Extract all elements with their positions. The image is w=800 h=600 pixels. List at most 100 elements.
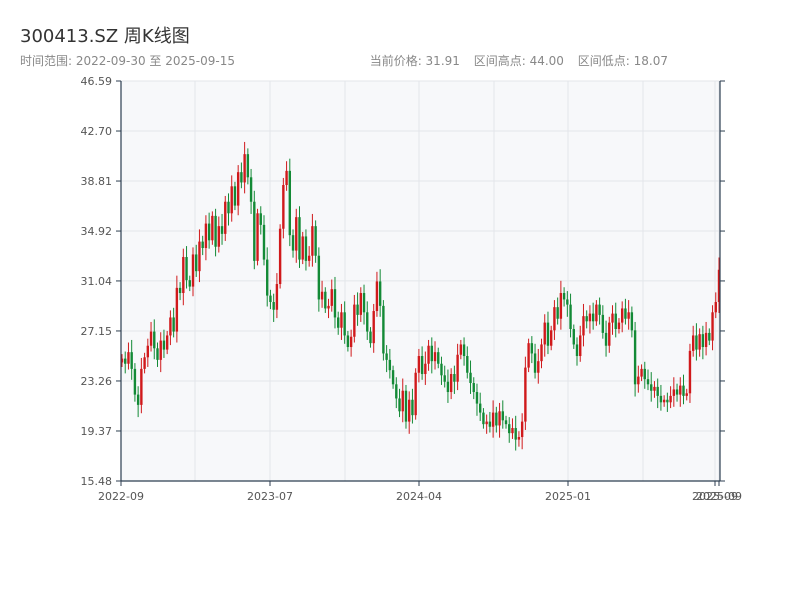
- candle-body: [291, 235, 295, 251]
- candle-body: [230, 186, 233, 214]
- date-range-label: 时间范围: 2022-09-30 至 2025-09-15: [20, 54, 235, 68]
- candle-body: [340, 312, 343, 328]
- candle-body: [453, 374, 456, 382]
- y-tick-label: 31.04: [81, 275, 113, 288]
- candle-body: [562, 293, 566, 300]
- candle-body: [598, 304, 601, 315]
- candle-body: [214, 215, 217, 247]
- candle-body: [559, 293, 563, 319]
- y-tick-label: 27.15: [81, 325, 113, 338]
- y-tick-label: 38.81: [81, 175, 113, 188]
- candle-body: [698, 334, 701, 350]
- candle-body: [527, 343, 530, 368]
- grid-lines: [120, 80, 720, 482]
- candle-body: [349, 336, 353, 348]
- candles: [120, 141, 721, 451]
- candle-body: [398, 398, 401, 412]
- candle-body: [520, 421, 524, 438]
- candle-body: [317, 255, 321, 300]
- candle-body: [233, 186, 237, 206]
- y-tick-label: 46.59: [81, 75, 113, 88]
- candle-body: [262, 224, 266, 260]
- candle-body: [256, 213, 259, 261]
- candle-body: [175, 287, 179, 332]
- candle-body: [640, 368, 643, 377]
- candle-body: [191, 254, 195, 287]
- candle-body: [201, 241, 204, 249]
- candle-body: [324, 291, 327, 309]
- candle-body: [207, 223, 211, 241]
- candle-body: [569, 304, 572, 330]
- candle-body: [608, 322, 611, 346]
- candle-body: [153, 331, 156, 349]
- candle-body: [508, 424, 511, 434]
- candle-body: [695, 335, 698, 350]
- candle-body: [346, 335, 350, 348]
- candle-body: [140, 368, 143, 405]
- candle-body: [624, 308, 627, 319]
- candle-body: [204, 223, 208, 249]
- x-tick-label: 2025-01: [545, 490, 591, 503]
- candle-body: [266, 259, 269, 296]
- y-tick-label: 15.48: [81, 475, 113, 488]
- candle-body: [553, 307, 556, 331]
- candle-body: [679, 385, 682, 395]
- candle-body: [143, 357, 146, 369]
- candle-body: [417, 356, 421, 373]
- candle-body: [146, 345, 150, 358]
- candle-body: [198, 241, 201, 272]
- candle-body: [385, 353, 388, 360]
- candle-body: [630, 312, 634, 331]
- candle-body: [420, 356, 424, 375]
- candle-body: [217, 226, 221, 247]
- candle-body: [246, 154, 250, 178]
- candle-body: [127, 352, 130, 364]
- candle-body: [653, 386, 656, 391]
- candle-body: [304, 236, 308, 261]
- candle-body: [488, 421, 492, 427]
- candle-body: [633, 330, 637, 385]
- candle-body: [495, 412, 498, 426]
- candle-body: [337, 317, 340, 328]
- candle-body: [627, 312, 630, 319]
- candle-body: [685, 393, 688, 396]
- candle-body: [682, 385, 685, 396]
- candle-body: [165, 335, 169, 350]
- candle-body: [298, 217, 301, 260]
- candle-body: [498, 411, 501, 426]
- candle-body: [585, 316, 588, 322]
- y-tick-label: 19.37: [81, 425, 113, 438]
- candle-body: [643, 368, 646, 380]
- candle-body: [714, 302, 717, 313]
- candle-body: [149, 331, 153, 346]
- candle-body: [382, 305, 385, 354]
- candle-body: [156, 348, 159, 360]
- x-tick-label: 2024-04: [396, 490, 442, 503]
- price-summary: 当前价格: 31.91 区间高点: 44.00 区间低点: 18.07: [360, 52, 668, 69]
- candle-body: [491, 412, 495, 427]
- candle-body: [378, 281, 382, 306]
- candle-body: [533, 353, 537, 373]
- x-tick-label: 2023-07: [247, 490, 293, 503]
- x-tick-label: 2022-09: [98, 490, 144, 503]
- candle-body: [466, 356, 469, 373]
- candle-body: [575, 344, 579, 357]
- candle-body: [120, 358, 124, 363]
- candle-body: [159, 340, 162, 360]
- candle-body: [240, 172, 243, 183]
- candle-body: [388, 359, 392, 371]
- current-price-label: 当前价格: 31.91: [369, 54, 460, 68]
- candle-body: [511, 428, 514, 434]
- candle-body: [282, 185, 285, 229]
- y-axis-ticks: 15.48 19.37 23.26 27.15 31.04 34.92 38.81 42.70…: [81, 75, 725, 488]
- candle-body: [220, 226, 224, 234]
- candle-body: [295, 217, 298, 251]
- candle-body: [391, 370, 395, 385]
- candle-body: [456, 354, 459, 382]
- candle-body: [717, 269, 721, 303]
- candle-body: [356, 304, 359, 315]
- candle-body: [414, 372, 417, 416]
- candle-body: [691, 335, 695, 351]
- candle-body: [672, 389, 676, 396]
